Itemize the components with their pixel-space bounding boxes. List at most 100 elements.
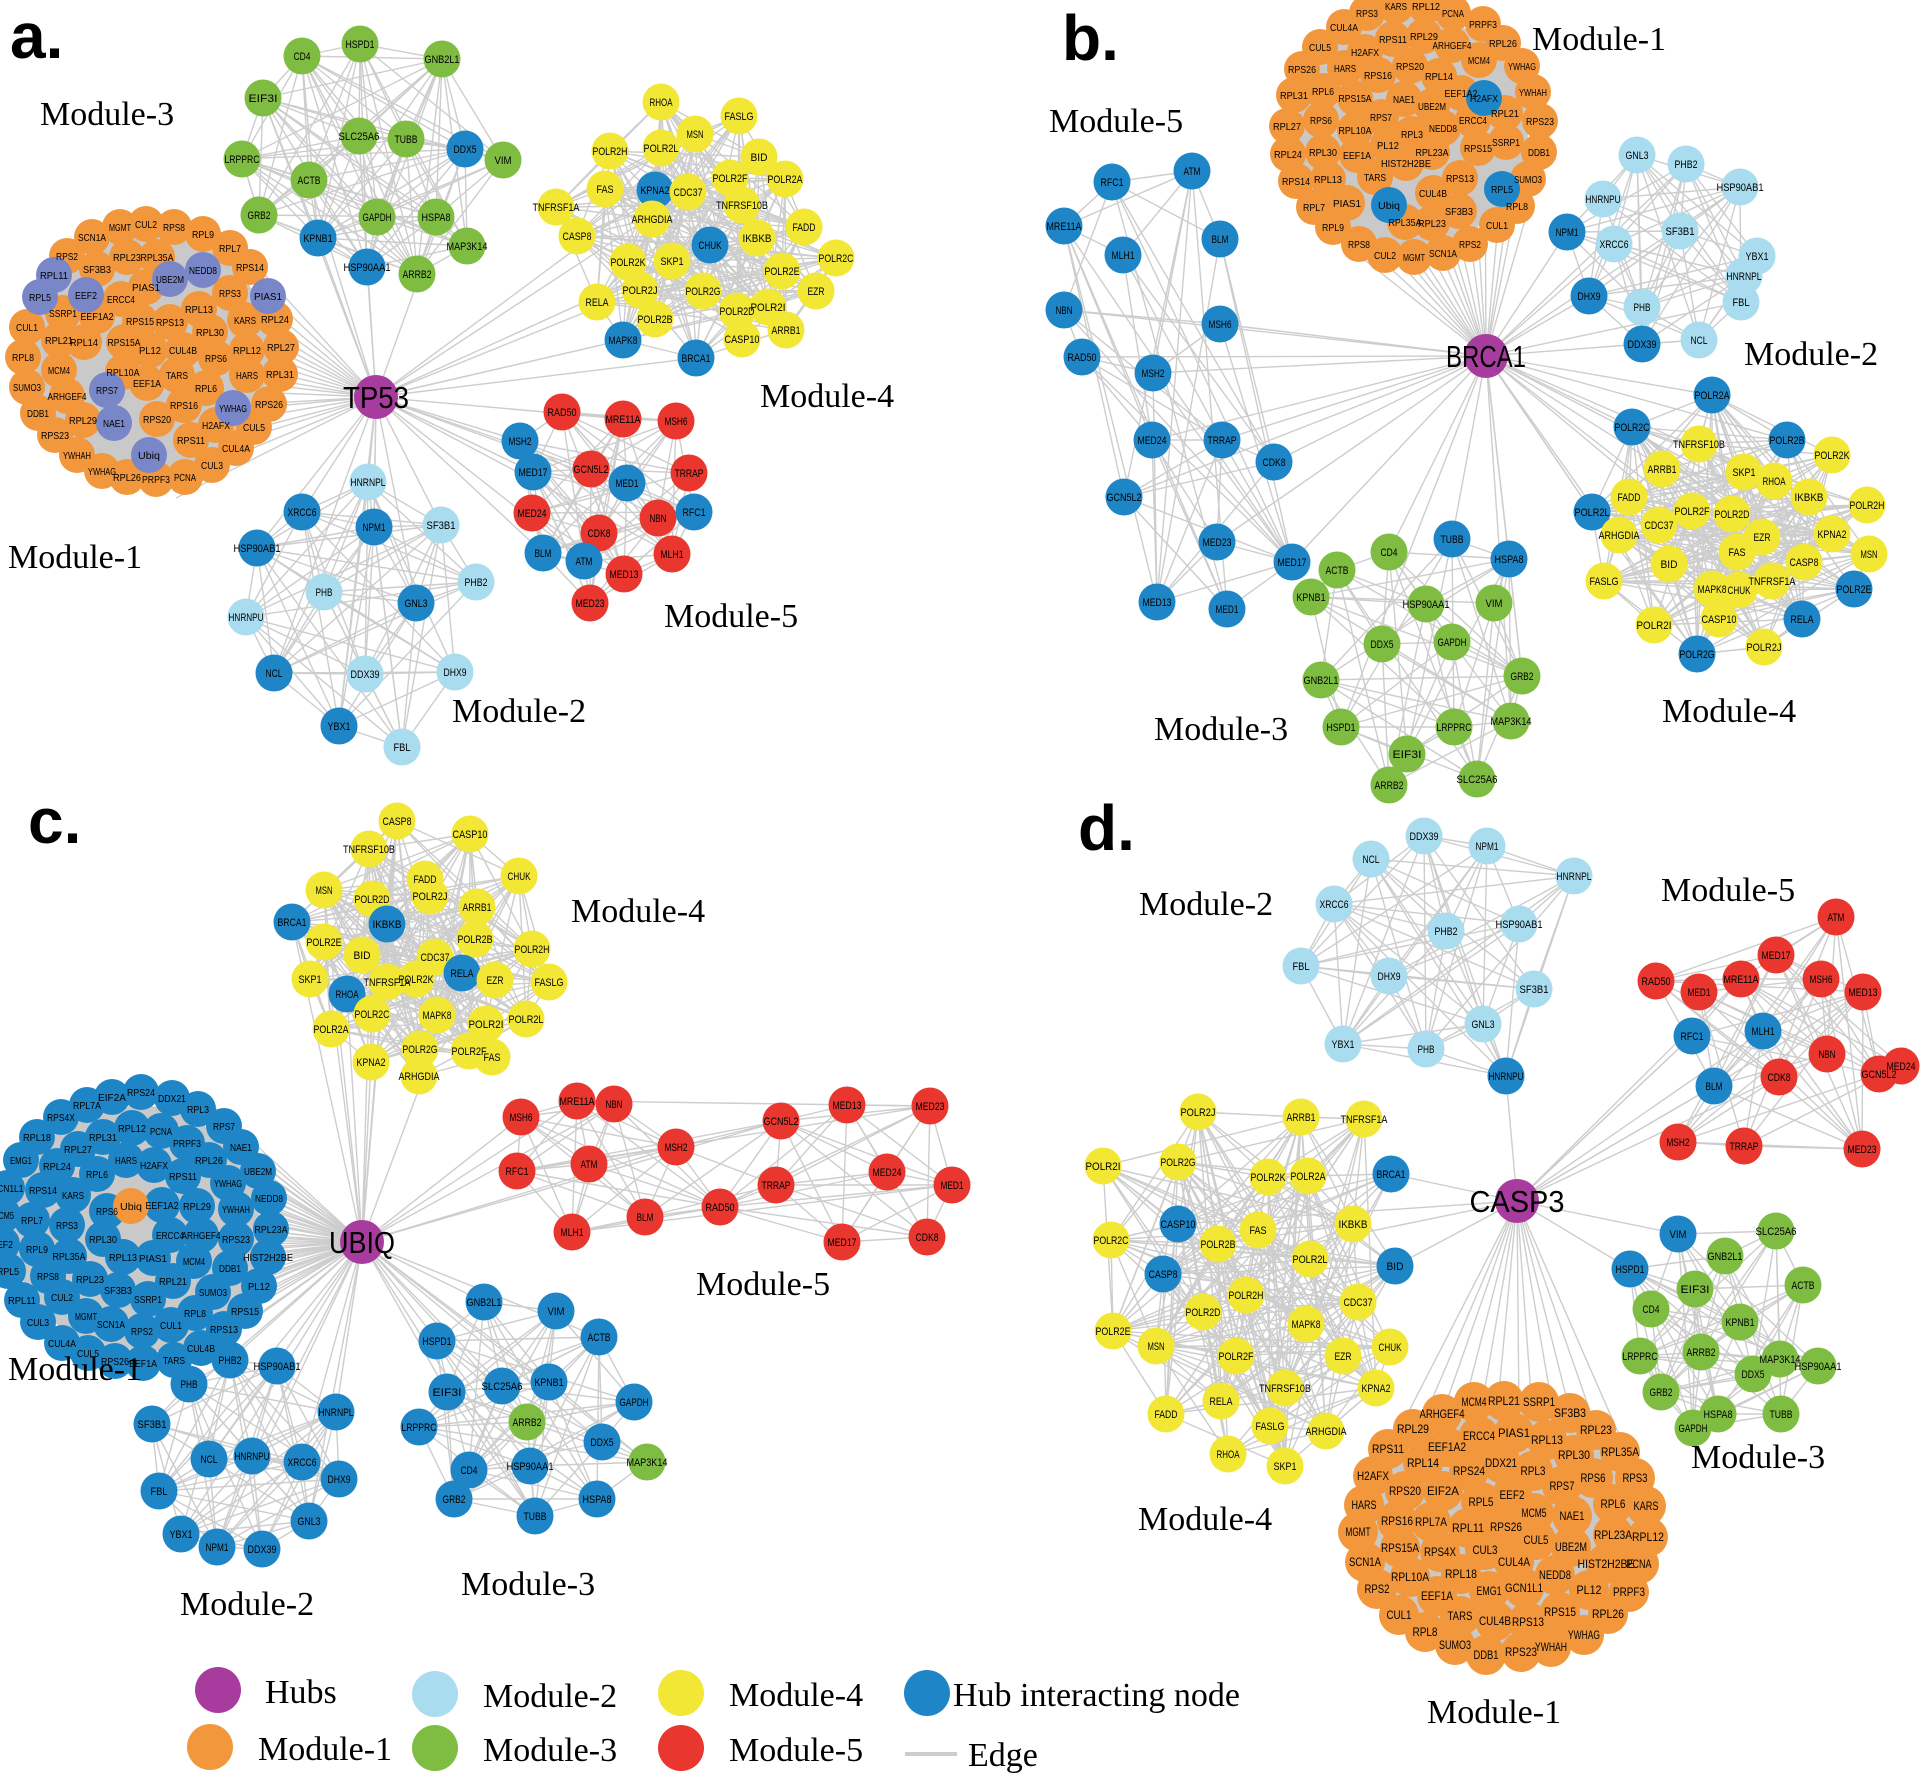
svg-text:RPL35A: RPL35A (1389, 217, 1422, 229)
svg-text:MLH1: MLH1 (1752, 1026, 1775, 1038)
svg-text:MED1: MED1 (616, 478, 639, 490)
svg-text:MED1: MED1 (1688, 987, 1711, 999)
svg-text:TARS: TARS (163, 1355, 185, 1367)
svg-text:Ubiq: Ubiq (138, 450, 160, 462)
svg-text:DDX39: DDX39 (248, 1544, 277, 1556)
svg-text:TRRAP: TRRAP (1730, 1141, 1759, 1153)
svg-text:Module-1: Module-1 (8, 1351, 142, 1388)
svg-text:SSRP1: SSRP1 (49, 308, 77, 320)
svg-text:PHB2: PHB2 (1435, 926, 1458, 938)
svg-text:GRB2: GRB2 (1650, 1387, 1673, 1399)
svg-text:RFC1: RFC1 (506, 1166, 529, 1178)
svg-text:RPL10A: RPL10A (107, 367, 140, 379)
svg-text:RPS24: RPS24 (1453, 1464, 1485, 1478)
svg-text:MED13: MED13 (610, 569, 639, 581)
svg-text:EIF3I: EIF3I (1393, 749, 1422, 761)
svg-text:ERCC4: ERCC4 (1463, 1429, 1495, 1443)
svg-text:H2AFX: H2AFX (202, 420, 230, 432)
svg-text:POLR2B: POLR2B (638, 314, 673, 326)
svg-text:TP53: TP53 (343, 380, 409, 415)
svg-text:POLR2E: POLR2E (307, 937, 342, 949)
svg-text:MRE11A: MRE11A (1047, 221, 1083, 233)
svg-text:DHX9: DHX9 (1378, 971, 1401, 983)
svg-text:EIF2A: EIF2A (1427, 1484, 1459, 1498)
svg-text:NBN: NBN (650, 513, 667, 525)
svg-text:ATM: ATM (581, 1159, 598, 1171)
svg-text:CASP8: CASP8 (1149, 1269, 1178, 1281)
svg-text:CUL3: CUL3 (1473, 1543, 1498, 1557)
svg-text:CUL2: CUL2 (51, 1292, 73, 1304)
svg-text:PCNA: PCNA (150, 1126, 172, 1138)
svg-text:POLR2A: POLR2A (1695, 390, 1731, 402)
svg-text:RPS16: RPS16 (1364, 70, 1392, 82)
svg-text:ERCC4: ERCC4 (156, 1230, 184, 1242)
svg-text:GCN5L2: GCN5L2 (574, 464, 609, 476)
svg-text:MCM4: MCM4 (1468, 55, 1490, 67)
svg-text:MGMT: MGMT (75, 1311, 97, 1323)
svg-text:RPS20: RPS20 (1396, 61, 1424, 73)
svg-text:HARS: HARS (1334, 63, 1356, 75)
svg-text:RPS3: RPS3 (56, 1220, 78, 1232)
svg-text:POLR2I: POLR2I (469, 1019, 504, 1031)
svg-text:GNL3: GNL3 (1472, 1019, 1495, 1031)
svg-text:EEF2: EEF2 (75, 290, 97, 302)
svg-text:MSH6: MSH6 (510, 1112, 533, 1124)
svg-text:EIF3I: EIF3I (249, 93, 278, 105)
svg-text:RPS14: RPS14 (236, 262, 264, 274)
svg-text:DDB1: DDB1 (27, 408, 49, 420)
svg-text:ARRB1: ARRB1 (1287, 1112, 1316, 1124)
svg-text:FASLG: FASLG (725, 111, 754, 123)
svg-text:RPS15: RPS15 (1464, 143, 1492, 155)
svg-text:RPL35A: RPL35A (1601, 1445, 1639, 1459)
svg-text:RPS15: RPS15 (126, 316, 154, 328)
svg-text:HNRNPL: HNRNPL (1727, 271, 1762, 283)
svg-text:SCN1A: SCN1A (1349, 1555, 1381, 1569)
svg-text:MED13: MED13 (1143, 597, 1172, 609)
svg-text:POLR2D: POLR2D (355, 894, 390, 906)
svg-text:RPS13: RPS13 (156, 317, 184, 329)
svg-text:YWHAG: YWHAG (214, 1178, 242, 1190)
svg-text:RELA: RELA (1210, 1396, 1234, 1408)
svg-text:EEF1A: EEF1A (133, 378, 161, 390)
svg-text:CUL5: CUL5 (1524, 1533, 1549, 1547)
svg-text:b.: b. (1062, 2, 1119, 74)
svg-text:VIM: VIM (1486, 598, 1503, 610)
svg-text:KPNB1: KPNB1 (304, 233, 333, 245)
svg-text:KARS: KARS (62, 1190, 84, 1202)
svg-text:DHX9: DHX9 (444, 667, 467, 679)
svg-text:Hubs: Hubs (265, 1674, 337, 1711)
svg-text:RPS2: RPS2 (56, 251, 78, 263)
svg-text:Ubiq: Ubiq (120, 1201, 142, 1213)
svg-text:MLH1: MLH1 (1112, 250, 1135, 262)
svg-text:MED24: MED24 (518, 508, 547, 520)
svg-text:MED24: MED24 (1887, 1061, 1916, 1073)
svg-text:RPL35A: RPL35A (53, 1251, 86, 1263)
svg-text:MSH2: MSH2 (509, 436, 532, 448)
svg-text:MSH2: MSH2 (1667, 1137, 1690, 1149)
svg-text:GNB2L1: GNB2L1 (1708, 1251, 1743, 1263)
svg-text:KPNA2: KPNA2 (1362, 1383, 1391, 1395)
svg-text:CDK8: CDK8 (1768, 1072, 1791, 1084)
svg-text:MSN: MSN (687, 129, 704, 141)
svg-text:POLR2B: POLR2B (458, 934, 493, 946)
svg-text:ARHGDIA: ARHGDIA (1599, 530, 1641, 542)
svg-text:SLC25A6: SLC25A6 (482, 1381, 523, 1393)
svg-text:RPL27: RPL27 (267, 342, 295, 354)
svg-text:MCM4: MCM4 (183, 1256, 205, 1268)
svg-text:MGMT: MGMT (1403, 252, 1425, 264)
svg-text:RPL35A: RPL35A (141, 252, 174, 264)
svg-text:CASP10: CASP10 (1161, 1219, 1196, 1231)
svg-text:SLC25A6: SLC25A6 (1756, 1226, 1797, 1238)
svg-text:CUL3: CUL3 (27, 1317, 49, 1329)
svg-text:PHB: PHB (1418, 1044, 1435, 1056)
svg-text:GCN5L2: GCN5L2 (764, 1116, 799, 1128)
svg-text:NCL: NCL (1691, 335, 1708, 347)
svg-text:CHUK: CHUK (508, 871, 531, 883)
svg-text:BLM: BLM (637, 1212, 654, 1224)
svg-text:MED13: MED13 (833, 1100, 862, 1112)
svg-text:Module-3: Module-3 (1691, 1439, 1825, 1476)
svg-text:RPS11: RPS11 (1372, 1442, 1404, 1456)
svg-text:CDC37: CDC37 (1645, 520, 1674, 532)
svg-text:MED24: MED24 (873, 1167, 902, 1179)
svg-text:RPS6: RPS6 (1310, 115, 1332, 127)
